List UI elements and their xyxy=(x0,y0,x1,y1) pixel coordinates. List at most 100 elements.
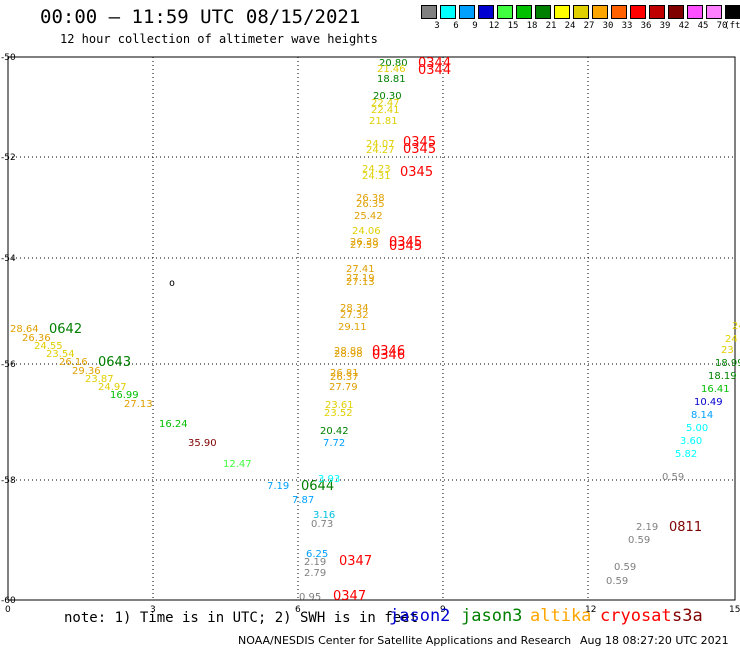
wave-height-label: 12.47 xyxy=(223,459,252,470)
pass-time-label: 0345 xyxy=(389,239,422,254)
wave-height-label: 24.27 xyxy=(366,145,395,156)
scale-swatch xyxy=(516,5,532,19)
wave-height-label: 24.07 xyxy=(366,139,395,150)
wave-height-label: 22.47 xyxy=(371,98,400,109)
pass-time-label: 0344 xyxy=(418,56,451,71)
wave-height-label: 7.87 xyxy=(292,495,314,506)
wave-height-label: 27.13 xyxy=(124,399,153,410)
wave-height-label: 2.19 xyxy=(304,557,326,568)
wave-height-label: 5.00 xyxy=(686,423,708,434)
scale-swatch xyxy=(611,5,627,19)
pass-time-label: 0345 xyxy=(389,235,422,250)
legend-jason3: jason3 xyxy=(461,606,523,626)
map-subtitle: 12 hour collection of altimeter wave hei… xyxy=(60,32,378,46)
wave-height-label: 28.34 xyxy=(340,303,369,314)
wave-height-label: 0.95 xyxy=(299,592,321,603)
wave-height-label: 23.54 xyxy=(46,349,75,360)
scale-label: 45 xyxy=(697,21,709,31)
wave-height-label: 27.13 xyxy=(346,277,375,288)
scale-label: 30 xyxy=(602,21,614,31)
scale-label: 33 xyxy=(621,21,633,31)
wave-height-label: 24.23 xyxy=(362,164,391,175)
wave-height-label: 29.11 xyxy=(338,322,367,333)
scale-swatch xyxy=(573,5,589,19)
wave-height-label: 27.19 xyxy=(346,273,375,284)
wave-height-label: 21.81 xyxy=(369,116,398,127)
y-tick-label: -52 xyxy=(1,153,16,163)
x-tick-label: 15 xyxy=(729,605,740,615)
wave-height-label: 28.98 xyxy=(334,349,363,360)
wave-height-label: 26.35 xyxy=(356,199,385,210)
wave-height-label: 26.38 xyxy=(350,237,379,248)
scale-swatch xyxy=(706,5,722,19)
x-tick-label: 9 xyxy=(440,605,446,615)
wave-height-label: 16.99 xyxy=(110,390,139,401)
wave-height-label: 7.19 xyxy=(267,481,289,492)
scale-swatch xyxy=(478,5,494,19)
pass-time-label: 0811 xyxy=(669,520,702,535)
wave-height-label: 3.60 xyxy=(680,436,702,447)
credit-date: Aug 18 08:27:20 UTC 2021 xyxy=(580,634,729,647)
wave-height-label: 21.46 xyxy=(377,64,406,75)
wave-height-label: 20.80 xyxy=(379,58,408,69)
scale-swatch xyxy=(630,5,646,19)
wave-height-label: 24 xyxy=(732,321,740,332)
wave-height-label: 18.19 xyxy=(708,371,737,382)
scale-swatch xyxy=(440,5,456,19)
wave-height-label: 27.79 xyxy=(329,382,358,393)
y-tick-label: -58 xyxy=(1,476,16,486)
scale-label: 36 xyxy=(640,21,652,31)
scale-swatch xyxy=(592,5,608,19)
wave-height-label: 24 xyxy=(725,334,738,345)
wave-height-label: 24.31 xyxy=(362,171,391,182)
wave-height-label: 0.59 xyxy=(606,576,628,587)
scale-label: 39 xyxy=(659,21,671,31)
pass-time-label: 0347 xyxy=(339,554,372,569)
scale-swatch xyxy=(725,5,740,19)
legend-altika: altika xyxy=(530,606,592,626)
wave-height-label: 20.30 xyxy=(373,91,402,102)
wave-height-label: 29.36 xyxy=(72,366,101,377)
wave-height-label: 2.19 xyxy=(636,522,658,533)
scale-label: 9 xyxy=(472,21,478,31)
y-tick-label: -50 xyxy=(1,53,16,63)
wave-height-label: 6.25 xyxy=(306,549,328,560)
legend-s3a: s3a xyxy=(672,606,703,626)
wave-height-label: 26.81 xyxy=(330,368,359,379)
y-tick-label: -60 xyxy=(1,596,16,606)
scale-label: 24 xyxy=(564,21,576,31)
wave-height-label: 28.88 xyxy=(334,346,363,357)
plot-frame xyxy=(7,56,736,601)
wave-height-label: 27.32 xyxy=(340,310,369,321)
scale-swatch xyxy=(535,5,551,19)
scale-swatch xyxy=(649,5,665,19)
y-tick-label: -56 xyxy=(1,360,16,370)
scale-label: 3 xyxy=(434,21,440,31)
wave-height-label: 10.49 xyxy=(694,397,723,408)
pass-time-label: 0642 xyxy=(49,322,82,337)
wave-height-label: 16.41 xyxy=(701,384,730,395)
pass-time-label: 0345 xyxy=(403,142,436,157)
wave-height-label: 24.06 xyxy=(352,226,381,237)
wave-height-label: 23.87 xyxy=(85,374,114,385)
wave-height-label: 0.59 xyxy=(614,562,636,573)
footnote: note: 1) Time is in UTC; 2) SWH is in fe… xyxy=(64,610,419,626)
wave-height-label: 3.93 xyxy=(318,474,340,485)
pass-time-label: 0346 xyxy=(372,344,405,359)
wave-height-label: 7.72 xyxy=(323,438,345,449)
pass-time-label: 0345 xyxy=(403,135,436,150)
wave-height-label: 25.42 xyxy=(354,211,383,222)
wave-height-label: 24.97 xyxy=(98,382,127,393)
x-tick-label: 3 xyxy=(150,605,156,615)
scale-swatch xyxy=(421,5,437,19)
legend-jason2: jason2 xyxy=(389,606,451,626)
legend-cryosat: cryosat xyxy=(600,606,672,626)
scale-label: 12 xyxy=(488,21,500,31)
pass-time-label: 0644 xyxy=(301,479,334,494)
scale-label: 15 xyxy=(507,21,519,31)
pass-time-label: 0347 xyxy=(333,589,366,604)
map-title: 00:00 – 11:59 UTC 08/15/2021 xyxy=(40,6,361,28)
scale-swatch xyxy=(687,5,703,19)
y-tick-label: -54 xyxy=(1,254,16,264)
